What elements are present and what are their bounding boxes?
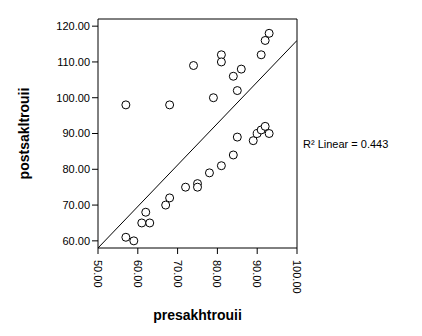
svg-text:R² Linear = 0.443: R² Linear = 0.443 [303,138,388,150]
svg-text:60.00: 60.00 [132,260,144,288]
svg-text:70.00: 70.00 [62,199,90,211]
svg-text:120.00: 120.00 [56,20,90,32]
svg-text:100.00: 100.00 [56,92,90,104]
svg-text:60.00: 60.00 [62,235,90,247]
svg-text:80.00: 80.00 [211,260,223,288]
svg-text:100.00: 100.00 [291,260,303,294]
svg-text:90.00: 90.00 [62,127,90,139]
svg-text:50.00: 50.00 [92,260,104,288]
svg-text:70.00: 70.00 [172,260,184,288]
svg-text:90.00: 90.00 [251,260,263,288]
svg-text:presakhtrouii: presakhtrouii [153,307,242,323]
svg-text:110.00: 110.00 [57,56,90,68]
svg-text:80.00: 80.00 [62,163,90,175]
svg-text:postsakltrouii: postsakltrouii [16,88,32,180]
